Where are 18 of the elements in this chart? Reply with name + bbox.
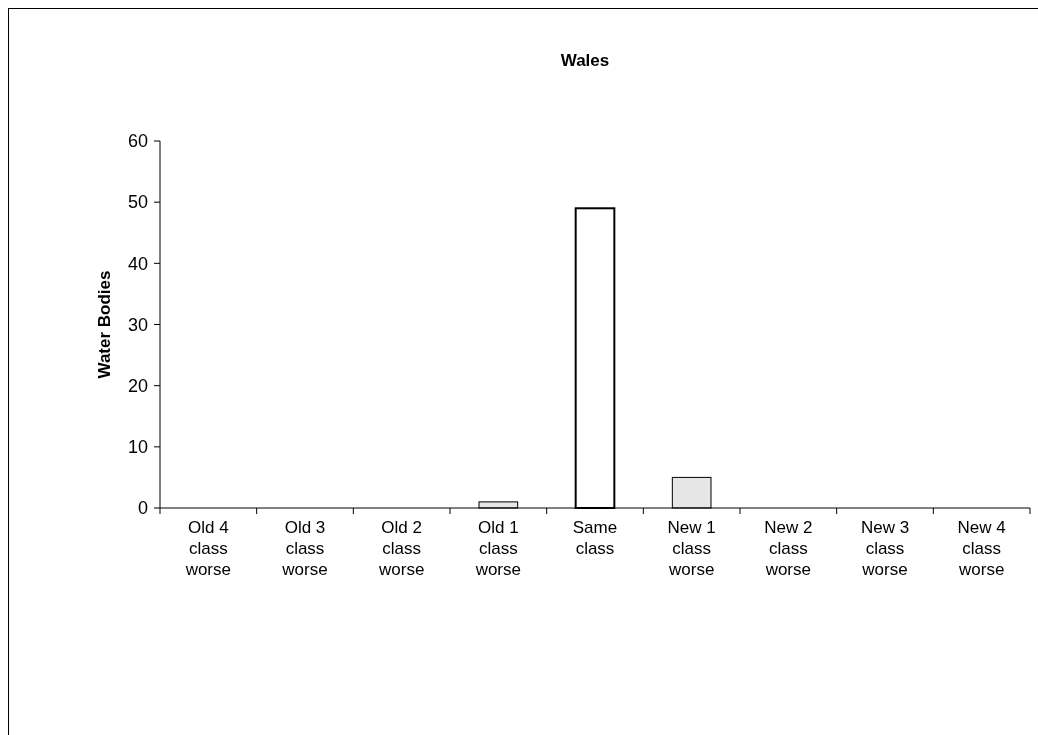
y-tick-label: 20 [127, 375, 148, 396]
y-axis-title: Water Bodies [95, 270, 114, 379]
x-tick-label: Old 1 class worse [474, 518, 522, 579]
y-tick-label: 30 [127, 314, 148, 335]
y-tick-label: 10 [127, 437, 148, 458]
x-tick-label: Old 3 class worse [281, 518, 328, 579]
y-tick-label: 0 [137, 498, 148, 519]
y-tick-label: 50 [127, 192, 148, 213]
x-tick-label: New 4 class worse [957, 518, 1006, 579]
chart-title: Wales [560, 51, 610, 70]
x-tick-label: Old 4 class worse [184, 518, 232, 579]
y-tick-label: 40 [127, 253, 148, 274]
x-tick-label: Old 2 class worse [377, 518, 425, 579]
x-tick-label: Same class [572, 518, 618, 558]
x-tick-label: New 2 class worse [764, 518, 813, 579]
x-tick-label: New 1 class worse [667, 518, 716, 579]
y-tick-label: 60 [127, 131, 148, 152]
x-tick-label: New 3 class worse [860, 518, 910, 579]
